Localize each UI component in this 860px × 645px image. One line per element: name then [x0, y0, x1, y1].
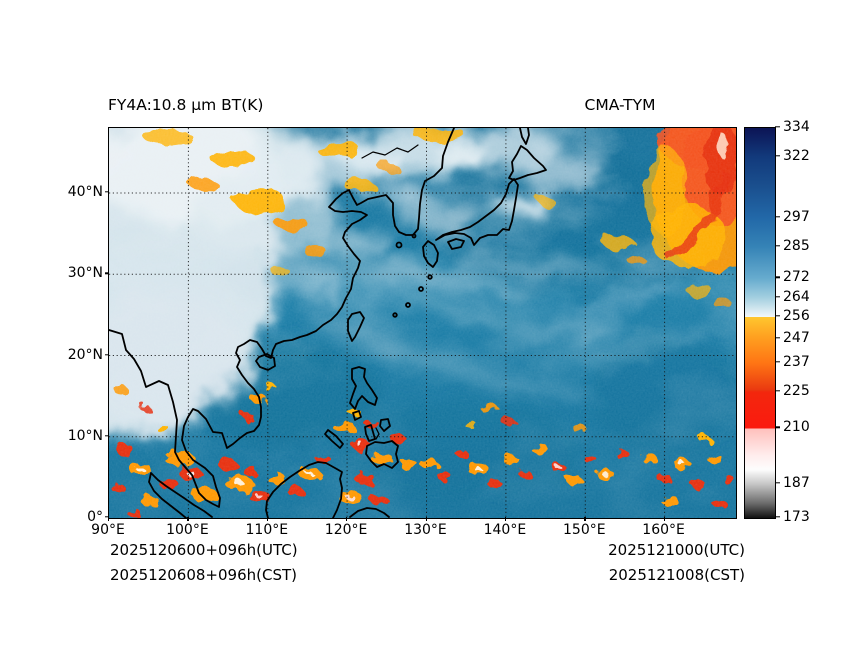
colorbar-tick-label: 264 — [783, 288, 810, 305]
colorbar-gradient — [744, 127, 776, 519]
y-tick-label: 40°N — [20, 183, 103, 201]
coastlines — [109, 128, 547, 518]
colorbar-tick-label: 173 — [783, 509, 810, 525]
plot-title-left: FY4A:10.8 μm BT(K) — [108, 96, 264, 114]
colorbar-tick-label: 225 — [783, 383, 810, 399]
colorbar-tick-label: 256 — [783, 307, 810, 324]
y-tick-label: 30°N — [20, 264, 103, 282]
footer-init-utc: 2025120600+096h(UTC) — [110, 541, 298, 559]
x-tick-label: 90°E — [68, 517, 148, 538]
footer-valid-cst: 2025121008(CST) — [608, 566, 745, 584]
x-tick-label: 120°E — [306, 517, 386, 538]
colorbar-tick-label: 237 — [783, 354, 810, 370]
y-tick-label: 10°N — [20, 427, 103, 445]
x-tick-label: 110°E — [227, 517, 307, 538]
satellite-bt-map — [109, 128, 736, 518]
colorbar-tick-label: 297 — [783, 208, 810, 225]
colorbar-tick-label: 285 — [783, 237, 810, 254]
map-plot — [108, 127, 737, 519]
y-tick-label: 20°N — [20, 346, 103, 364]
x-tick-label: 130°E — [386, 517, 466, 538]
colorbar-tick-label: 187 — [783, 475, 810, 492]
colorbar-tick-label: 210 — [783, 419, 810, 436]
colorbar-tick-label: 272 — [783, 269, 810, 286]
x-tick-label: 150°E — [544, 517, 624, 538]
x-tick-label: 140°E — [465, 517, 545, 538]
colorbar-tick-label: 334 — [783, 119, 810, 135]
film-grain-overlay — [109, 128, 736, 518]
footer-valid-utc: 2025121000(UTC) — [608, 541, 745, 559]
colorbar-tick-label: 322 — [783, 148, 810, 165]
x-tick-label: 100°E — [147, 517, 227, 538]
y-tick-label: 0° — [20, 508, 103, 526]
x-tick-label: 160°E — [624, 517, 704, 538]
footer-init-cst: 2025120608+096h(CST) — [110, 566, 298, 584]
colorbar-tick-label: 247 — [783, 329, 810, 346]
plot-title-right: CMA-TYM — [584, 96, 656, 114]
